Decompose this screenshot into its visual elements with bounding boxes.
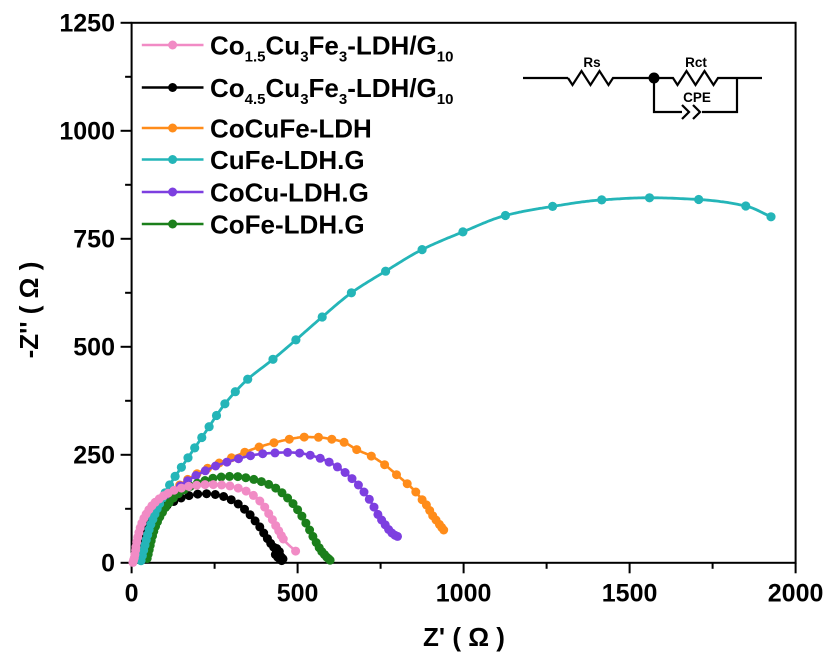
svg-text:250: 250 — [73, 441, 115, 469]
svg-text:0: 0 — [125, 580, 139, 608]
svg-text:Z' ( Ω ): Z' ( Ω ) — [423, 622, 505, 652]
svg-text:750: 750 — [73, 225, 115, 253]
svg-text:1000: 1000 — [59, 117, 115, 145]
svg-text:2000: 2000 — [768, 580, 824, 608]
svg-text:Co1.5Cu3Fe3-LDH/G10: Co1.5Cu3Fe3-LDH/G10 — [210, 30, 453, 65]
svg-text:500: 500 — [73, 333, 115, 361]
svg-text:1250: 1250 — [59, 9, 115, 37]
svg-text:500: 500 — [277, 580, 319, 608]
svg-text:1500: 1500 — [602, 580, 658, 608]
svg-text:Co4.5Cu3Fe3-LDH/G10: Co4.5Cu3Fe3-LDH/G10 — [210, 73, 453, 108]
svg-text:CoCuFe-LDH: CoCuFe-LDH — [210, 113, 372, 143]
svg-text:CPE: CPE — [683, 90, 711, 105]
svg-text:Rs: Rs — [583, 55, 600, 70]
svg-text:-Z'' ( Ω ): -Z'' ( Ω ) — [14, 262, 44, 359]
svg-text:CoFe-LDH.G: CoFe-LDH.G — [210, 209, 365, 239]
svg-text:CuFe-LDH.G: CuFe-LDH.G — [210, 145, 365, 175]
svg-text:1000: 1000 — [436, 580, 492, 608]
svg-text:Rct: Rct — [685, 55, 707, 70]
svg-text:CoCu-LDH.G: CoCu-LDH.G — [210, 177, 369, 207]
svg-text:0: 0 — [101, 549, 115, 577]
